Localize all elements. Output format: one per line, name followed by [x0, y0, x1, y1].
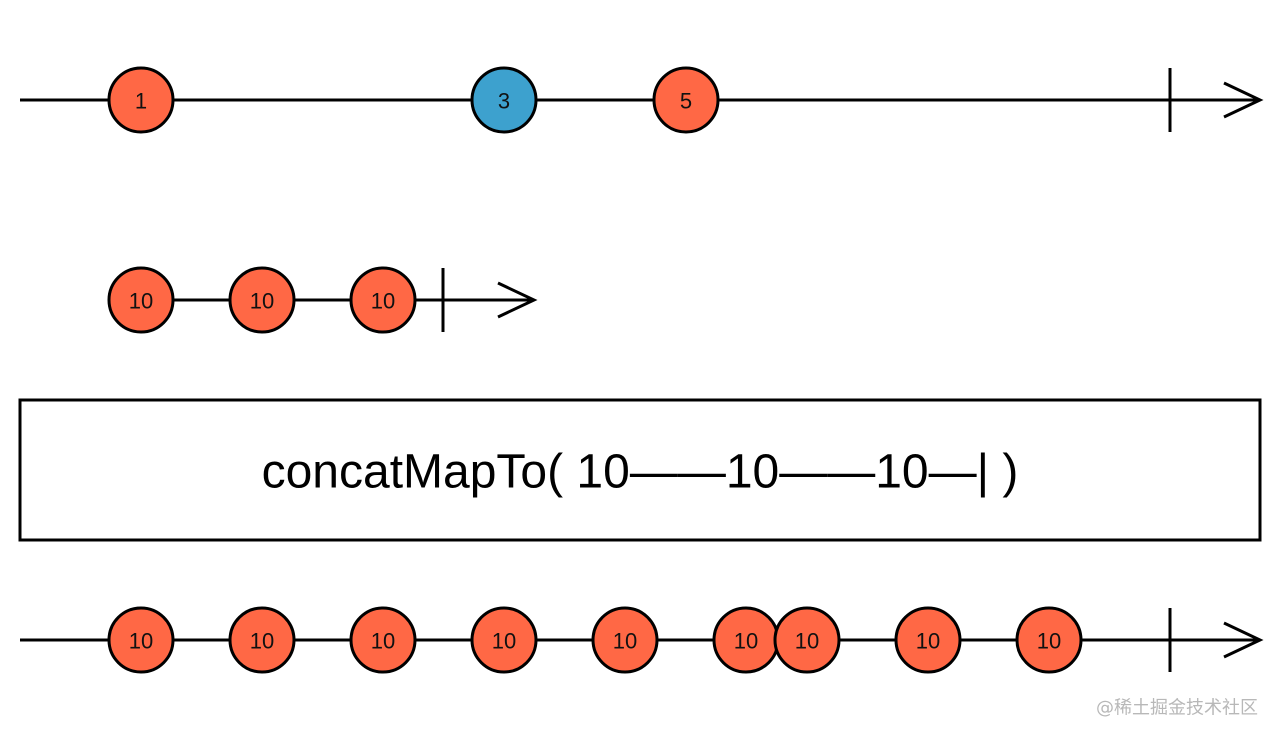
output-marble-label: 10 — [492, 629, 516, 654]
output-timeline: 10 10 10 10 10 10 10 10 10 — [20, 606, 1264, 674]
output-marble: 10 — [349, 606, 417, 674]
output-marble-circle — [349, 606, 417, 674]
output-marble-circle — [107, 606, 175, 674]
inner-marble-label: 10 — [250, 289, 274, 314]
inner-marble: 10 — [228, 266, 296, 334]
output-marble: 10 — [470, 606, 538, 674]
output-marble: 10 — [228, 606, 296, 674]
source-marble-circle — [107, 66, 175, 134]
output-marble-circle — [894, 606, 962, 674]
source-marble-circle — [470, 66, 538, 134]
watermark-text: @稀土掘金技术社区 — [1096, 698, 1258, 719]
source-arrowhead — [1223, 81, 1264, 119]
output-marble-circle — [228, 606, 296, 674]
inner-marble: 10 — [349, 266, 417, 334]
output-marble-circle — [591, 606, 659, 674]
output-marble-circle — [1015, 606, 1083, 674]
inner-timeline: 10 10 10 — [107, 266, 538, 334]
inner-marble-circle — [107, 266, 175, 334]
output-marble-label: 10 — [371, 629, 395, 654]
inner-marble-label: 10 — [371, 289, 395, 314]
source-marble: 3 — [470, 66, 538, 134]
output-marble-label: 10 — [129, 629, 153, 654]
source-marble: 1 — [107, 66, 175, 134]
output-marble-label: 10 — [734, 629, 758, 654]
output-marble: 10 — [107, 606, 175, 674]
output-marble: 10 — [894, 606, 962, 674]
operator-box: concatMapTo( 10——10——10—| ) — [18, 398, 1262, 542]
source-marble-label: 1 — [135, 89, 147, 114]
output-arrowhead — [1223, 621, 1264, 659]
operator-label: concatMapTo( 10——10——10—| ) — [262, 446, 1019, 499]
output-marble-circle — [773, 606, 841, 674]
output-marble: 10 — [773, 606, 841, 674]
source-marble-label: 3 — [498, 89, 510, 114]
source-marble-label: 5 — [680, 89, 692, 114]
output-marble-label: 10 — [916, 629, 940, 654]
output-marble: 10 — [1015, 606, 1083, 674]
output-marble: 10 — [591, 606, 659, 674]
inner-marble-circle — [349, 266, 417, 334]
source-timeline: 1 3 5 — [20, 66, 1264, 134]
output-marble: 10 — [712, 606, 780, 674]
output-marble-circle — [470, 606, 538, 674]
output-marble-label: 10 — [1037, 629, 1061, 654]
output-marble-label: 10 — [613, 629, 637, 654]
inner-arrowhead — [497, 281, 538, 319]
source-marble-circle — [652, 66, 720, 134]
source-marble: 5 — [652, 66, 720, 134]
output-marble-label: 10 — [250, 629, 274, 654]
inner-marble: 10 — [107, 266, 175, 334]
inner-marble-circle — [228, 266, 296, 334]
inner-marble-label: 10 — [129, 289, 153, 314]
output-marble-label: 10 — [795, 629, 819, 654]
